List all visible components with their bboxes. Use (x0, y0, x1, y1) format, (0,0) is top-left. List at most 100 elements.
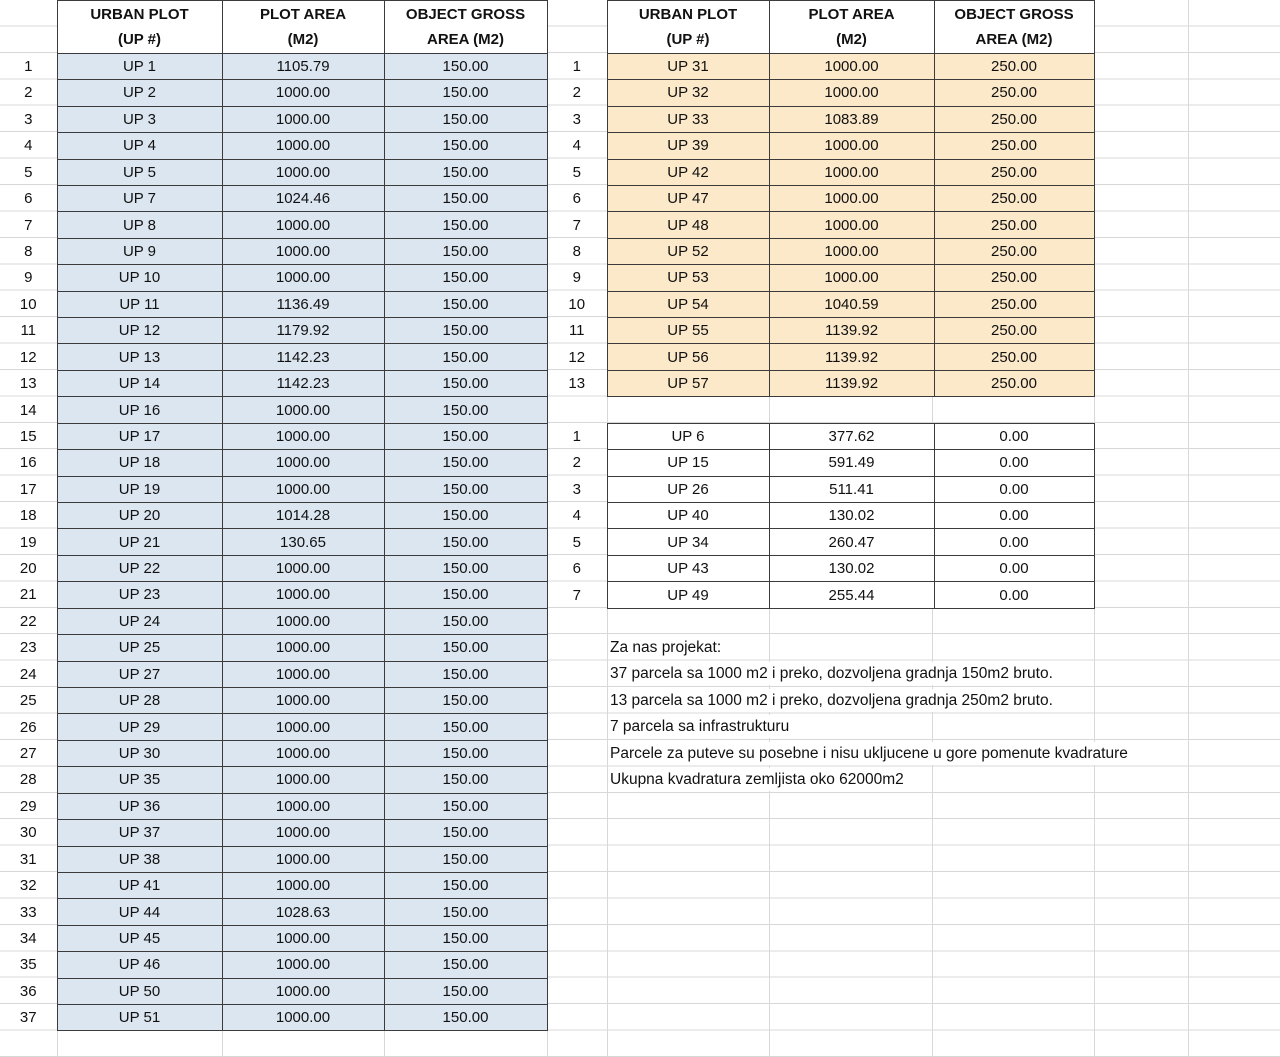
cell-gross-area[interactable]: 250.00 (933, 79, 1095, 107)
cell-urban-plot[interactable]: UP 15 (606, 449, 770, 477)
cell-urban-plot[interactable]: UP 14 (56, 369, 223, 398)
row-number-cell[interactable]: 9 (572, 269, 581, 287)
cell-urban-plot[interactable]: UP 13 (56, 343, 223, 371)
row-number-cell[interactable]: 10 (19, 295, 37, 313)
cell-gross-area[interactable]: 0.00 (933, 475, 1095, 504)
row-number-cell[interactable]: 16 (19, 454, 37, 472)
row-number-cell[interactable]: 1 (572, 58, 581, 76)
cell-gross-area[interactable]: 150.00 (383, 554, 548, 583)
cell-urban-plot[interactable]: UP 21 (56, 528, 223, 556)
row-number-cell[interactable]: 5 (572, 163, 581, 181)
row-number-cell[interactable]: 10 (568, 295, 586, 313)
row-number-cell[interactable]: 33 (19, 903, 37, 921)
row-number-cell[interactable]: 7 (572, 216, 581, 234)
cell-gross-area[interactable]: 150.00 (383, 951, 548, 979)
row-number-cell[interactable]: 13 (19, 375, 37, 393)
row-number-cell[interactable]: 14 (19, 401, 37, 419)
cell-plot-area[interactable]: 1000.00 (221, 766, 385, 794)
row-number-cell[interactable]: 5 (24, 163, 33, 181)
row-number-cell[interactable]: 26 (19, 718, 37, 736)
cell-plot-area[interactable]: 260.47 (768, 528, 935, 556)
row-number-cell[interactable]: 9 (24, 269, 33, 287)
cell-urban-plot[interactable]: UP 46 (56, 951, 223, 979)
cell-gross-area[interactable]: 150.00 (383, 369, 548, 398)
cell-gross-area[interactable]: 150.00 (383, 819, 548, 847)
row-number-cell[interactable]: 7 (572, 586, 581, 604)
cell-urban-plot[interactable]: UP 47 (606, 184, 770, 213)
cell-urban-plot[interactable]: UP 44 (56, 898, 223, 926)
cell-urban-plot[interactable]: UP 2 (56, 79, 223, 107)
cell-urban-plot[interactable]: UP 35 (56, 766, 223, 794)
row-number-cell[interactable]: 3 (572, 110, 581, 128)
note-text[interactable]: Ukupna kvadratura zemljista oko 62000m2 (608, 768, 918, 791)
cell-gross-area[interactable]: 150.00 (383, 686, 548, 715)
cell-plot-area[interactable]: 1000.00 (221, 871, 385, 900)
cell-urban-plot[interactable]: UP 29 (56, 713, 223, 741)
row-number-cell[interactable]: 8 (572, 243, 581, 260)
row-number-cell[interactable]: 4 (24, 137, 33, 155)
cell-gross-area[interactable]: 250.00 (933, 343, 1095, 371)
cell-plot-area[interactable]: 1139.92 (768, 343, 935, 371)
cell-plot-area[interactable]: 1000.00 (221, 739, 385, 768)
row-number-cell[interactable]: 32 (19, 877, 37, 895)
cell-urban-plot[interactable]: UP 22 (56, 554, 223, 583)
col-header-plot-area[interactable]: PLOT AREA (M2) (768, 0, 935, 54)
row-number-cell[interactable]: 19 (19, 533, 37, 551)
cell-gross-area[interactable]: 250.00 (933, 264, 1095, 292)
row-number-cell[interactable]: 28 (19, 771, 37, 789)
cell-plot-area[interactable]: 1014.28 (221, 502, 385, 530)
row-number-cell[interactable]: 5 (572, 533, 581, 551)
cell-plot-area[interactable]: 1000.00 (221, 79, 385, 107)
row-number-cell[interactable]: 7 (24, 216, 33, 234)
cell-gross-area[interactable]: 250.00 (933, 290, 1095, 319)
cell-plot-area[interactable]: 1000.00 (768, 184, 935, 213)
cell-gross-area[interactable]: 150.00 (383, 290, 548, 319)
cell-gross-area[interactable]: 150.00 (383, 396, 548, 424)
cell-plot-area[interactable]: 1000.00 (221, 264, 385, 292)
cell-gross-area[interactable]: 250.00 (933, 237, 1095, 266)
cell-urban-plot[interactable]: UP 26 (606, 475, 770, 504)
row-number-cell[interactable]: 23 (19, 639, 37, 657)
cell-urban-plot[interactable]: UP 19 (56, 475, 223, 504)
cell-urban-plot[interactable]: UP 37 (56, 819, 223, 847)
note-text[interactable]: 13 parcela sa 1000 m2 i preko, dozvoljen… (608, 688, 1067, 712)
cell-gross-area[interactable]: 0.00 (933, 502, 1095, 530)
row-number-cell[interactable]: 6 (572, 560, 581, 578)
cell-urban-plot[interactable]: UP 36 (56, 792, 223, 821)
cell-gross-area[interactable]: 150.00 (383, 317, 548, 345)
cell-plot-area[interactable]: 1000.00 (221, 211, 385, 239)
cell-plot-area[interactable]: 1000.00 (221, 951, 385, 979)
cell-plot-area[interactable]: 130.02 (768, 554, 935, 583)
row-number-cell[interactable]: 37 (19, 1009, 37, 1027)
cell-plot-area[interactable]: 1105.79 (221, 52, 385, 81)
cell-urban-plot[interactable]: UP 30 (56, 739, 223, 768)
row-number-cell[interactable]: 4 (572, 137, 581, 155)
cell-plot-area[interactable]: 1139.92 (768, 369, 935, 398)
cell-gross-area[interactable]: 0.00 (933, 554, 1095, 583)
cell-plot-area[interactable]: 1000.00 (221, 105, 385, 134)
cell-plot-area[interactable]: 1000.00 (221, 449, 385, 477)
cell-urban-plot[interactable]: UP 24 (56, 607, 223, 636)
cell-gross-area[interactable]: 150.00 (383, 713, 548, 741)
cell-plot-area[interactable]: 1000.00 (221, 924, 385, 953)
cell-plot-area[interactable]: 1000.00 (221, 237, 385, 266)
cell-urban-plot[interactable]: UP 17 (56, 422, 223, 451)
cell-plot-area[interactable]: 1139.92 (768, 317, 935, 345)
cell-urban-plot[interactable]: UP 27 (56, 660, 223, 688)
row-number-cell[interactable]: 1 (24, 58, 33, 76)
cell-urban-plot[interactable]: UP 4 (56, 132, 223, 160)
cell-gross-area[interactable]: 150.00 (383, 977, 548, 1006)
cell-plot-area[interactable]: 1024.46 (221, 184, 385, 213)
row-number-cell[interactable]: 34 (19, 929, 37, 947)
cell-urban-plot[interactable]: UP 42 (606, 158, 770, 186)
col-header-gross-area[interactable]: OBJECT GROSS AREA (M2) (383, 0, 548, 54)
cell-plot-area[interactable]: 1142.23 (221, 369, 385, 398)
cell-urban-plot[interactable]: UP 1 (56, 52, 223, 81)
row-number-cell[interactable]: 17 (19, 480, 37, 498)
row-number-cell[interactable]: 29 (19, 797, 37, 815)
cell-plot-area[interactable]: 1000.00 (768, 132, 935, 160)
row-number-cell[interactable]: 3 (24, 110, 33, 128)
cell-gross-area[interactable]: 150.00 (383, 845, 548, 873)
row-number-cell[interactable]: 13 (568, 375, 586, 393)
cell-gross-area[interactable]: 0.00 (933, 449, 1095, 477)
